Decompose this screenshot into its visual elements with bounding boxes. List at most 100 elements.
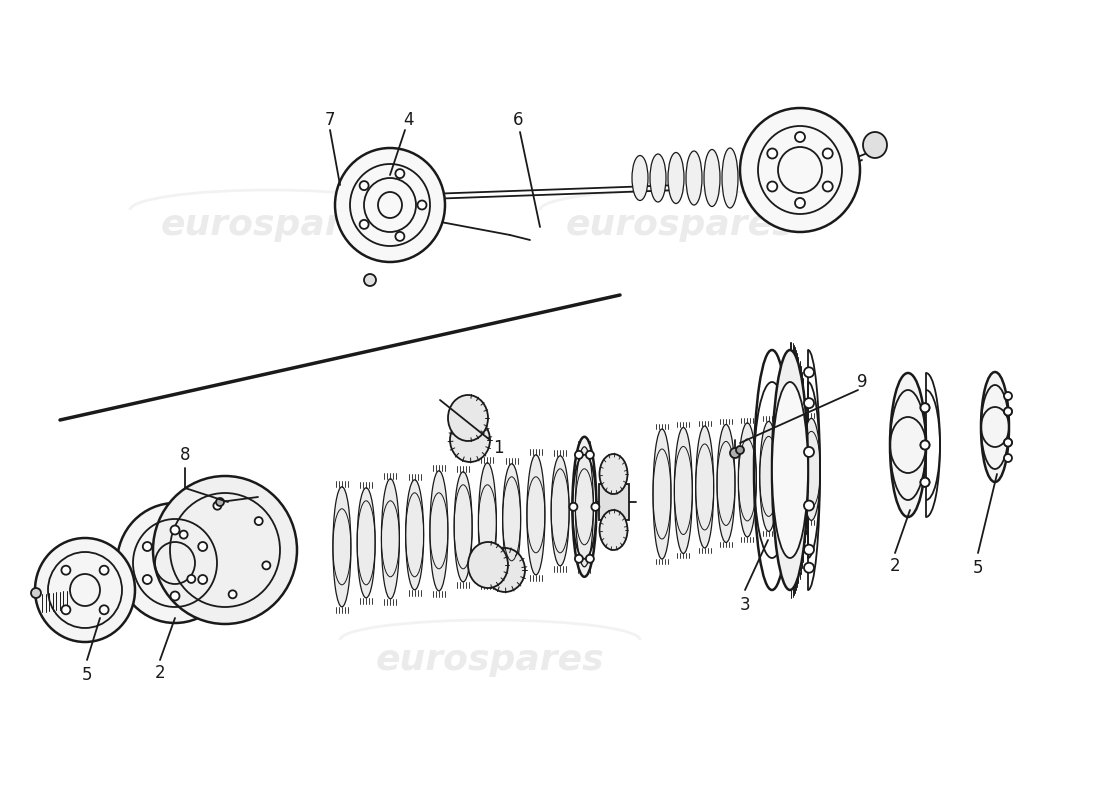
Text: 5: 5	[81, 666, 92, 684]
Ellipse shape	[551, 456, 569, 566]
Circle shape	[229, 590, 236, 598]
Circle shape	[62, 566, 70, 574]
Text: 2: 2	[155, 664, 165, 682]
Ellipse shape	[722, 148, 738, 208]
Ellipse shape	[781, 420, 799, 526]
Ellipse shape	[668, 153, 684, 203]
Ellipse shape	[430, 470, 448, 590]
Circle shape	[921, 478, 929, 486]
Circle shape	[395, 169, 405, 178]
Text: 5: 5	[972, 559, 983, 577]
Circle shape	[823, 182, 833, 191]
Circle shape	[575, 554, 583, 562]
Circle shape	[804, 562, 814, 573]
Ellipse shape	[35, 538, 135, 642]
Ellipse shape	[864, 132, 887, 158]
Ellipse shape	[454, 472, 472, 582]
Circle shape	[575, 451, 583, 459]
Ellipse shape	[890, 373, 926, 517]
Circle shape	[1004, 407, 1012, 415]
Text: 7: 7	[324, 111, 336, 129]
Ellipse shape	[772, 382, 808, 558]
Circle shape	[360, 220, 368, 229]
Circle shape	[768, 149, 778, 158]
Circle shape	[198, 542, 207, 551]
Circle shape	[198, 575, 207, 584]
Circle shape	[730, 448, 740, 458]
Ellipse shape	[448, 395, 488, 441]
Text: 9: 9	[857, 373, 867, 391]
Ellipse shape	[760, 422, 778, 531]
Circle shape	[213, 502, 221, 510]
Ellipse shape	[981, 372, 1009, 482]
Circle shape	[179, 530, 188, 538]
Text: 6: 6	[513, 111, 524, 129]
Circle shape	[62, 606, 70, 614]
Circle shape	[262, 562, 271, 570]
Ellipse shape	[802, 418, 821, 520]
Circle shape	[100, 566, 109, 574]
Ellipse shape	[406, 480, 424, 590]
Ellipse shape	[478, 462, 496, 582]
Polygon shape	[42, 580, 75, 600]
Text: 8: 8	[179, 446, 190, 464]
Circle shape	[143, 542, 152, 551]
Circle shape	[364, 274, 376, 286]
Circle shape	[395, 232, 405, 241]
Circle shape	[170, 591, 179, 601]
Circle shape	[795, 132, 805, 142]
Ellipse shape	[632, 155, 648, 201]
Text: 2: 2	[890, 557, 900, 575]
Circle shape	[1004, 454, 1012, 462]
Circle shape	[592, 502, 600, 511]
Circle shape	[570, 502, 578, 511]
Ellipse shape	[358, 488, 375, 598]
Circle shape	[736, 446, 744, 454]
Circle shape	[921, 441, 929, 450]
Text: eurospares: eurospares	[565, 208, 794, 242]
Ellipse shape	[117, 503, 233, 623]
Ellipse shape	[740, 108, 860, 232]
Circle shape	[804, 447, 814, 457]
Ellipse shape	[450, 418, 490, 462]
Circle shape	[804, 501, 814, 510]
Text: eurospares: eurospares	[376, 643, 604, 677]
Ellipse shape	[503, 464, 520, 574]
Ellipse shape	[772, 350, 808, 590]
Ellipse shape	[653, 429, 671, 559]
Ellipse shape	[650, 154, 666, 202]
Ellipse shape	[686, 151, 702, 205]
Ellipse shape	[153, 476, 297, 624]
Circle shape	[921, 478, 929, 486]
Circle shape	[795, 198, 805, 208]
Circle shape	[170, 526, 179, 534]
Text: eurospares: eurospares	[161, 208, 389, 242]
Circle shape	[31, 588, 41, 598]
Ellipse shape	[468, 542, 508, 588]
Circle shape	[823, 149, 833, 158]
Ellipse shape	[674, 427, 692, 554]
Ellipse shape	[336, 148, 446, 262]
Circle shape	[100, 606, 109, 614]
Circle shape	[768, 182, 778, 191]
Circle shape	[921, 403, 929, 412]
Ellipse shape	[575, 446, 593, 566]
Circle shape	[143, 575, 152, 584]
Circle shape	[216, 498, 224, 506]
Ellipse shape	[717, 425, 735, 542]
Ellipse shape	[333, 486, 351, 606]
Circle shape	[187, 575, 196, 583]
Circle shape	[255, 517, 263, 525]
Circle shape	[921, 403, 929, 412]
Circle shape	[586, 554, 594, 562]
Circle shape	[1004, 407, 1012, 415]
Ellipse shape	[600, 510, 627, 550]
Circle shape	[586, 451, 594, 459]
Text: 1: 1	[493, 439, 504, 457]
Circle shape	[804, 398, 814, 408]
Circle shape	[1004, 438, 1012, 446]
Circle shape	[804, 367, 814, 378]
Ellipse shape	[704, 150, 720, 206]
Circle shape	[1004, 392, 1012, 400]
Text: 3: 3	[739, 596, 750, 614]
